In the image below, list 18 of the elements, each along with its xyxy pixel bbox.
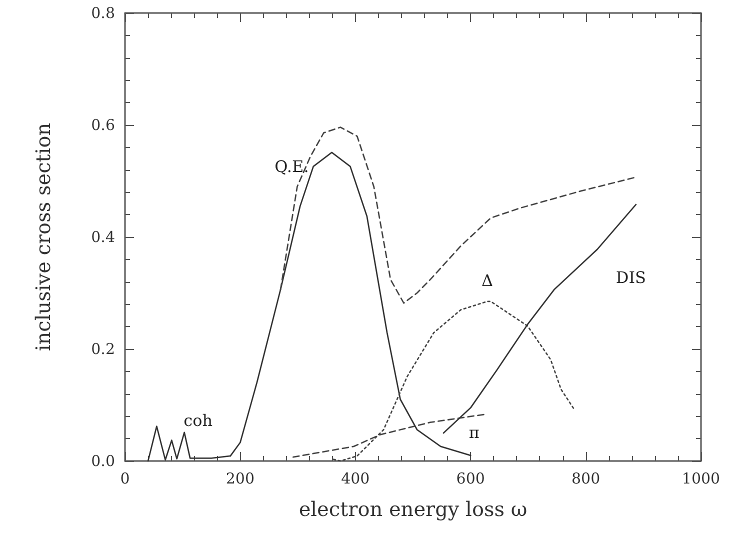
series-label: coh	[184, 410, 213, 430]
series-label: Δ	[482, 270, 494, 290]
x-tick-label: 800	[571, 470, 600, 488]
x-axis-title: electron energy loss ω	[298, 497, 528, 521]
y-tick-label: 0.8	[91, 4, 115, 22]
x-tick-label: 600	[456, 470, 485, 488]
series-label: π	[468, 423, 480, 442]
y-axis-title: inclusive cross section	[31, 122, 55, 352]
x-tick-label: 0	[120, 470, 130, 488]
series-label: Q.E.	[274, 156, 309, 176]
y-tick-label: 0.0	[91, 452, 115, 470]
x-tick-label: 400	[341, 470, 370, 488]
series-label: DIS	[616, 268, 646, 288]
y-tick-label: 0.2	[91, 340, 115, 358]
y-tick-label: 0.6	[91, 116, 115, 134]
y-tick-label: 0.4	[91, 228, 115, 246]
x-tick-label: 200	[226, 470, 255, 488]
x-tick-label: 1000	[682, 470, 720, 488]
